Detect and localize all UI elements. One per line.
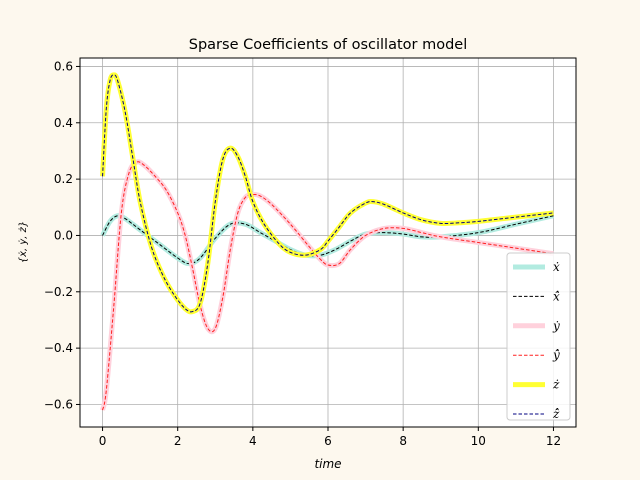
legend-label-2: ẏ [552, 319, 560, 333]
legend-label-4: ż [552, 378, 560, 392]
series-lines [100, 72, 555, 411]
legend-label-5: ẑ̇ [552, 407, 560, 421]
legend-box [506, 252, 571, 421]
legend-label-3: ŷ̇ [552, 348, 560, 362]
x-tick-label: 12 [546, 434, 561, 448]
series-line-3 [102, 161, 554, 411]
legend-label-0: ẋ [553, 260, 560, 274]
y-tick-label: −0.2 [44, 285, 73, 299]
y-tick-label: 0.2 [54, 172, 73, 186]
x-tick-label: 2 [174, 434, 182, 448]
legend-label-1: x̂̇ [553, 289, 560, 303]
y-axis-label: {ẋ, ẏ, ż} [18, 221, 29, 264]
x-tick-label: 10 [471, 434, 486, 448]
y-tick-label: 0.4 [54, 116, 73, 130]
x-tick-label: 8 [399, 434, 407, 448]
series-line-4 [100, 72, 554, 315]
y-axis-ticks: −0.6 −0.4 −0.2 0.0 0.2 0.4 0.6 [44, 59, 80, 411]
chart-title: Sparse Coefficients of oscillator model [189, 37, 467, 53]
x-tick-label: 6 [324, 434, 332, 448]
x-tick-label: 0 [99, 434, 107, 448]
y-tick-label: 0.0 [54, 228, 73, 242]
y-tick-label: −0.4 [44, 341, 73, 355]
grid [80, 58, 576, 427]
x-axis-label: time [314, 457, 341, 471]
x-axis-ticks: 0 2 4 6 8 10 12 [99, 427, 561, 448]
x-tick-label: 4 [249, 434, 257, 448]
legend: ẋ x̂̇ ẏ ŷ̇ ż ẑ̇ [506, 252, 571, 421]
y-tick-label: −0.6 [44, 397, 73, 411]
y-tick-label: 0.6 [54, 59, 73, 73]
